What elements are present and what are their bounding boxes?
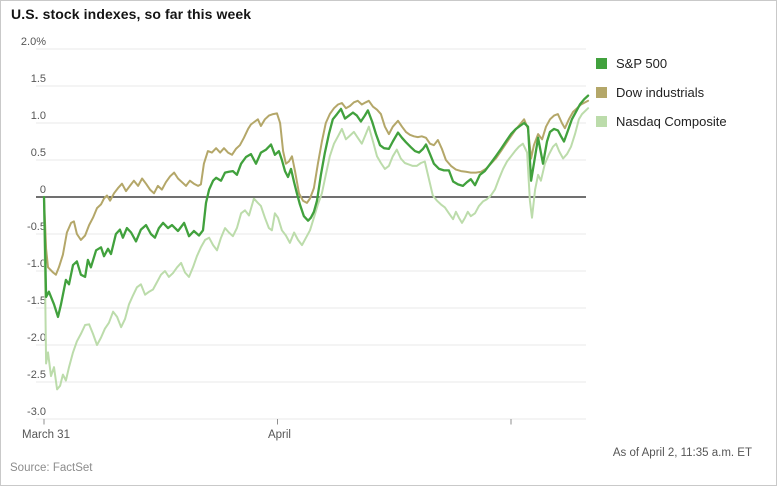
y-axis-tick-label: -3.0 bbox=[27, 406, 46, 418]
legend-item-nasdaq: Nasdaq Composite bbox=[596, 107, 727, 136]
y-axis-tick-label: -0.5 bbox=[27, 221, 46, 233]
y-axis-tick-label: -1.5 bbox=[27, 295, 46, 307]
as-of-note: As of April 2, 11:35 a.m. ET bbox=[612, 447, 752, 459]
y-axis-tick-label: 0.5 bbox=[31, 147, 46, 159]
chart-legend: S&P 500 Dow industrials Nasdaq Composite bbox=[596, 49, 727, 136]
y-axis-tick-label: 2.0% bbox=[21, 36, 46, 48]
y-axis-tick-label: -2.5 bbox=[27, 369, 46, 381]
y-axis-tick-label: 1.5 bbox=[31, 73, 46, 85]
series-line-s-p-500 bbox=[42, 94, 590, 319]
series-line-nasdaq-composite bbox=[43, 107, 590, 391]
chart-title: U.S. stock indexes, so far this week bbox=[11, 6, 252, 22]
legend-label-sp500: S&P 500 bbox=[616, 56, 668, 71]
y-axis-tick-label: 0 bbox=[40, 184, 46, 196]
source-note: Source: FactSet bbox=[10, 462, 93, 474]
x-axis-tick-label: March 31 bbox=[22, 429, 70, 441]
legend-label-dow: Dow industrials bbox=[616, 85, 705, 100]
legend-item-dow: Dow industrials bbox=[596, 78, 727, 107]
series-line-dow-industrials bbox=[43, 99, 590, 276]
nasdaq-swatch-icon bbox=[596, 116, 607, 127]
x-axis-tick-label: April bbox=[268, 429, 291, 441]
sp500-swatch-icon bbox=[596, 58, 607, 69]
y-axis-tick-label: -1.0 bbox=[27, 258, 46, 270]
legend-item-sp500: S&P 500 bbox=[596, 49, 727, 78]
y-axis-tick-label: -2.0 bbox=[27, 332, 46, 344]
legend-label-nasdaq: Nasdaq Composite bbox=[616, 114, 727, 129]
dow-swatch-icon bbox=[596, 87, 607, 98]
y-axis-tick-label: 1.0 bbox=[31, 110, 46, 122]
